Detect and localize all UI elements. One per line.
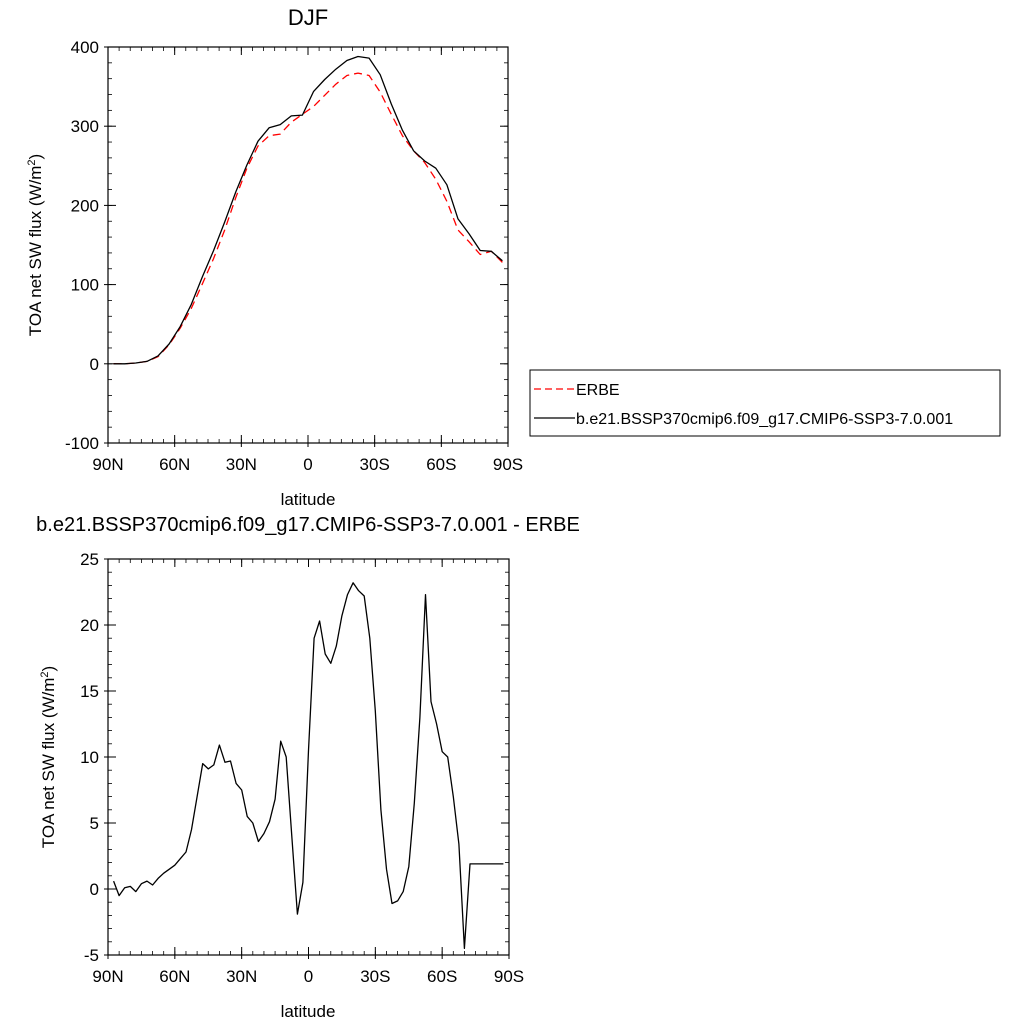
y-tick-label: 300 <box>71 117 99 136</box>
x-tick-label: 60N <box>159 455 190 474</box>
bottom-series-lines <box>112 582 504 950</box>
top-x-axis-label: latitude <box>281 490 336 509</box>
top-y-axis-label-close: ) <box>26 154 45 160</box>
top-chart-title: DJF <box>288 5 328 30</box>
bottom-x-axis-label: latitude <box>281 1002 336 1021</box>
y-tick-label: 10 <box>80 748 99 767</box>
y-tick-label: 20 <box>80 616 99 635</box>
x-tick-label: 90N <box>92 967 123 986</box>
x-tick-label: 60S <box>426 455 456 474</box>
bottom-y-axis-label-close: ) <box>39 666 58 672</box>
legend-box <box>529 369 1001 437</box>
bottom-y-axis-label-main: TOA net SW flux (W/m <box>39 678 58 849</box>
y-tick-label: -100 <box>65 434 99 453</box>
top-legend: ERBE b.e21.BSSP370cmip6.f09_g17.CMIP6-SS… <box>529 369 1001 437</box>
top-y-tick-labels: -100 0 100 200 300 400 <box>65 38 99 453</box>
bottom-panel: b.e21.BSSP370cmip6.f09_g17.CMIP6-SSP3-7.… <box>36 514 580 1021</box>
x-tick-label: 30N <box>226 455 257 474</box>
y-tick-label: 0 <box>90 880 99 899</box>
y-tick-label: 0 <box>90 355 99 374</box>
x-tick-label: 60N <box>159 967 190 986</box>
difference-series-line <box>112 582 504 950</box>
top-plot-frame <box>107 46 509 444</box>
top-y-axis-label-main: TOA net SW flux (W/m <box>26 166 45 337</box>
y-tick-label: 400 <box>71 38 99 57</box>
legend-erbe-label: ERBE <box>576 382 620 399</box>
top-axis-ticks <box>104 46 509 447</box>
top-series-lines <box>113 55 503 365</box>
x-tick-label: 90S <box>494 967 524 986</box>
bottom-y-axis-label-sup: 2 <box>39 671 51 677</box>
legend-model-label: b.e21.BSSP370cmip6.f09_g17.CMIP6-SSP3-7.… <box>576 411 953 428</box>
x-tick-label: 30S <box>360 967 390 986</box>
y-tick-label: 5 <box>90 814 99 833</box>
top-x-tick-labels: 90N 60N 30N 0 30S 60S 90S <box>92 455 523 474</box>
y-tick-label: -5 <box>84 946 99 965</box>
bottom-y-axis-label: TOA net SW flux (W/m2) <box>39 666 58 848</box>
x-tick-label: 0 <box>304 967 313 986</box>
y-tick-label: 15 <box>80 682 99 701</box>
y-tick-label: 25 <box>80 550 99 569</box>
bottom-x-tick-labels: 90N 60N 30N 0 30S 60S 90S <box>92 967 524 986</box>
erbe-series-line <box>113 72 503 365</box>
bottom-chart-title: b.e21.BSSP370cmip6.f09_g17.CMIP6-SSP3-7.… <box>36 514 580 536</box>
bottom-axis-ticks <box>104 558 510 959</box>
y-tick-label: 200 <box>71 196 99 215</box>
x-tick-label: 90N <box>92 455 123 474</box>
x-tick-label: 0 <box>303 455 312 474</box>
x-tick-label: 30S <box>360 455 390 474</box>
model-series-line <box>113 55 503 365</box>
y-tick-label: 100 <box>71 276 99 295</box>
top-panel: DJF 90N 60N 30N 0 30S 60S 90S -100 0 100 200 300 40… <box>26 5 1001 509</box>
top-y-axis-label-sup: 2 <box>26 159 38 165</box>
x-tick-label: 90S <box>493 455 523 474</box>
x-tick-label: 30N <box>226 967 257 986</box>
top-y-axis-label: TOA net SW flux (W/m2) <box>26 154 45 336</box>
bottom-y-tick-labels: -5 0 5 10 15 20 25 <box>80 550 99 965</box>
x-tick-label: 60S <box>427 967 457 986</box>
